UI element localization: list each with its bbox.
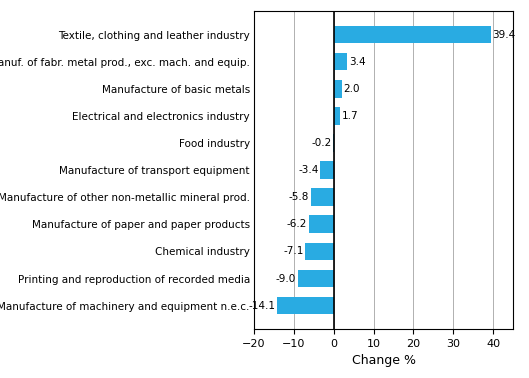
Bar xyxy=(333,134,334,152)
X-axis label: Change %: Change % xyxy=(352,354,415,367)
Text: -9.0: -9.0 xyxy=(276,274,296,284)
Bar xyxy=(320,161,334,179)
Bar xyxy=(298,270,334,287)
Bar xyxy=(277,297,334,314)
Text: 39.4: 39.4 xyxy=(492,29,516,40)
Bar xyxy=(334,53,347,70)
Bar xyxy=(311,188,334,206)
Bar xyxy=(334,26,491,43)
Bar xyxy=(309,215,334,233)
Text: -6.2: -6.2 xyxy=(287,219,307,229)
Text: -3.4: -3.4 xyxy=(298,165,318,175)
Text: 1.7: 1.7 xyxy=(342,111,359,121)
Text: 2.0: 2.0 xyxy=(343,84,360,94)
Text: -7.1: -7.1 xyxy=(284,246,304,256)
Text: -0.2: -0.2 xyxy=(311,138,331,148)
Text: 3.4: 3.4 xyxy=(349,57,366,67)
Bar xyxy=(334,80,342,98)
Text: -14.1: -14.1 xyxy=(249,301,276,311)
Bar xyxy=(334,107,341,125)
Bar xyxy=(305,243,334,260)
Text: -5.8: -5.8 xyxy=(289,192,309,202)
